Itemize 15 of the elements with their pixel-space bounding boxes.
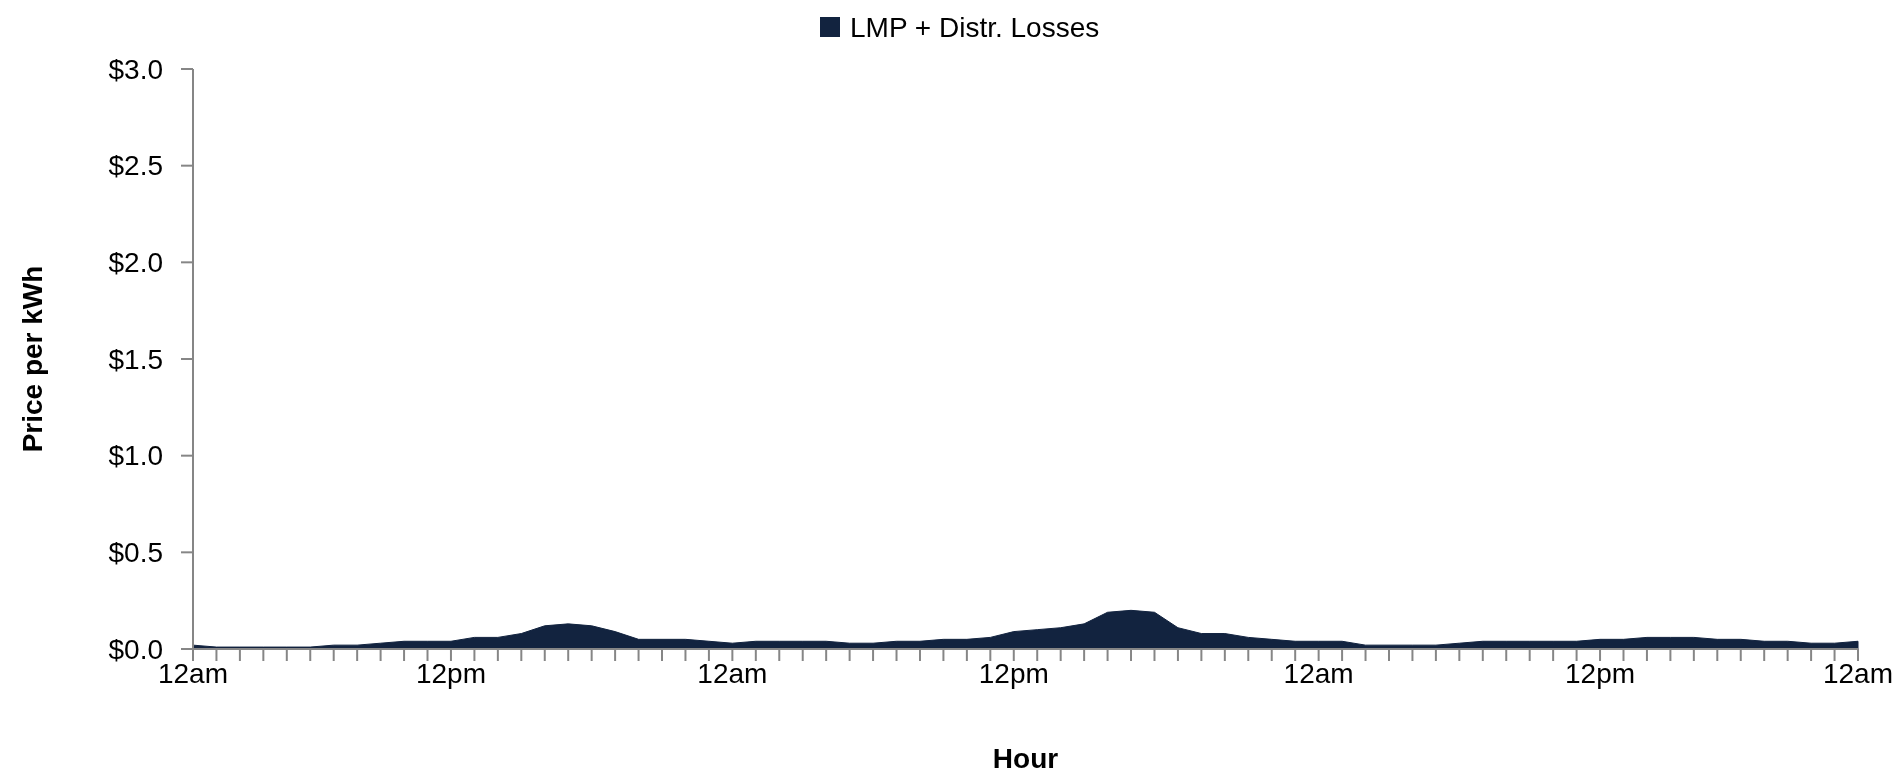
- legend-label: LMP + Distr. Losses: [850, 11, 1100, 43]
- y-tick-label: $1.5: [108, 343, 163, 375]
- x-tick-label: 12pm: [415, 658, 486, 689]
- y-tick-label: $1.0: [108, 440, 163, 472]
- y-axis-title: Price per kWh: [17, 265, 48, 453]
- x-axis-title: Hour: [992, 743, 1059, 774]
- y-tick-label: $3.0: [108, 53, 163, 85]
- y-tick-label: $2.5: [108, 150, 163, 182]
- x-tick-label: 12pm: [978, 658, 1049, 689]
- x-tick-label: 12pm: [1565, 658, 1636, 689]
- y-tick-label: $2.0: [108, 247, 163, 279]
- x-tick-label: 12am: [697, 658, 768, 689]
- x-tick-label: 12am: [1822, 658, 1894, 689]
- x-tick-label: 12am: [1283, 658, 1354, 689]
- y-tick-label: $0.5: [108, 537, 163, 569]
